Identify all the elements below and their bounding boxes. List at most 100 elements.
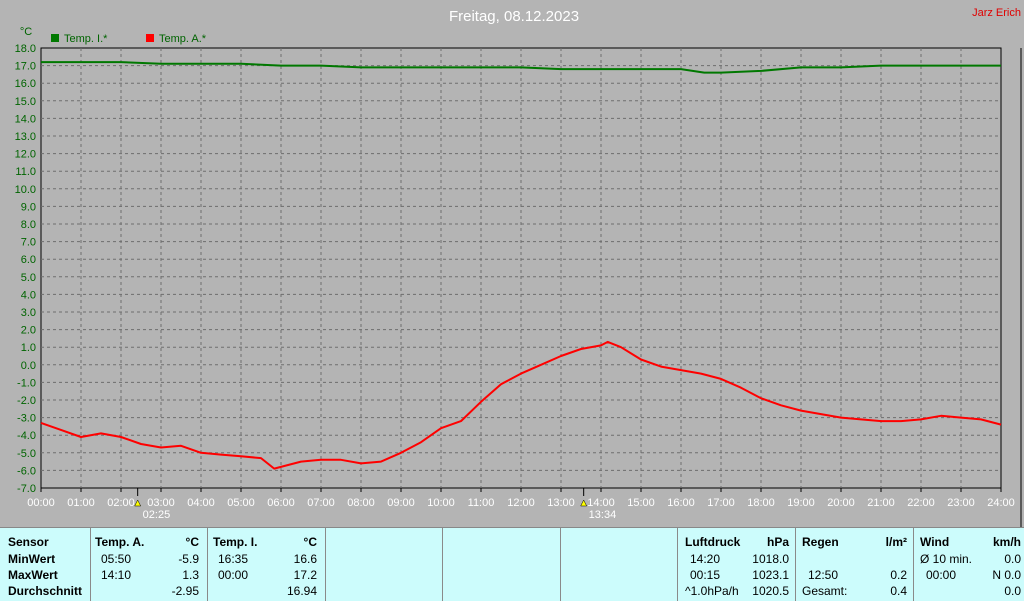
y-tick-label: 8.0: [21, 219, 36, 231]
y-axis-ticks: 18.0 17.0 16.0 15.0 14.0 13.0 12.0 11.0 10.0 9.0 8…: [15, 43, 36, 495]
x-tick-label: 04:00: [187, 497, 215, 509]
divider: [90, 528, 91, 601]
pressure-unit: hPa: [766, 535, 789, 549]
x-tick-label: 05:00: [227, 497, 255, 509]
divider: [560, 528, 561, 601]
divider: [913, 528, 914, 601]
y-tick-label: 4.0: [21, 289, 36, 301]
x-tick-label: 12:00: [507, 497, 535, 509]
x-tick-label: 23:00: [947, 497, 975, 509]
x-axis-ticks: 00:00 01:00 02:00 03:00 04:00 05:00 06:00 07:00…: [27, 488, 1015, 509]
wind-max-time: 00:00: [926, 568, 957, 582]
x-tick-label: 03:00: [147, 497, 175, 509]
temp-a-max: 1.3: [182, 568, 199, 582]
legend-swatch-temp-i: [51, 34, 59, 42]
y-tick-label: -5.0: [17, 448, 36, 460]
series-line-temp-i: [41, 61, 1001, 74]
wind-min-label: Ø 10 min.: [920, 552, 973, 566]
x-tick-label: 02:00: [107, 497, 135, 509]
legend: Temp. I.* Temp. A.*: [51, 33, 207, 45]
y-tick-label: 13.0: [15, 131, 36, 143]
divider: [325, 528, 326, 601]
pressure-min: 1018.0: [752, 552, 789, 566]
y-tick-label: 16.0: [15, 78, 36, 90]
temp-a-header: Temp. A.: [95, 535, 145, 549]
divider: [207, 528, 208, 601]
divider: [677, 528, 678, 601]
legend-swatch-temp-a: [146, 34, 154, 42]
statistics-panel: Sensor MinWert MaxWert Durchschnitt Temp…: [0, 527, 1024, 601]
temp-a-avg: -2.95: [171, 584, 199, 598]
y-tick-label: 3.0: [21, 307, 36, 319]
x-tick-label: 06:00: [267, 497, 295, 509]
y-tick-label: 17.0: [15, 61, 36, 73]
rain-total: 0.4: [890, 584, 907, 598]
row-label-min: MinWert: [8, 552, 56, 566]
sensor-header: Sensor: [8, 535, 49, 549]
temp-a-min: -5.9: [178, 552, 199, 566]
sun-markers: 02:25 13:34: [134, 488, 616, 521]
temp-a-min-time: 05:50: [101, 552, 132, 566]
y-tick-label: 5.0: [21, 272, 36, 284]
x-tick-label: 18:00: [747, 497, 775, 509]
rain-header: Regen: [802, 535, 839, 549]
sun-marker-label: 02:25: [143, 509, 171, 521]
y-tick-label: -7.0: [17, 483, 36, 495]
x-tick-label: 01:00: [67, 497, 95, 509]
x-tick-label: 19:00: [787, 497, 815, 509]
wind-header: Wind: [920, 535, 950, 549]
y-tick-label: -6.0: [17, 465, 36, 477]
y-tick-label: 2.0: [21, 325, 36, 337]
x-tick-label: 16:00: [667, 497, 695, 509]
x-tick-label: 24:00: [987, 497, 1015, 509]
y-tick-label: 12.0: [15, 149, 36, 161]
y-tick-label: -3.0: [17, 413, 36, 425]
x-tick-label: 22:00: [907, 497, 935, 509]
temp-i-header: Temp. I.: [213, 535, 258, 549]
temp-i-max: 17.2: [293, 568, 317, 582]
divider: [795, 528, 796, 601]
x-tick-label: 07:00: [307, 497, 335, 509]
x-tick-label: 09:00: [387, 497, 415, 509]
temp-i-max-time: 00:00: [218, 568, 249, 582]
y-tick-label: -2.0: [17, 395, 36, 407]
temp-i-avg: 16.94: [286, 584, 317, 598]
grid: [41, 48, 1001, 488]
rain-max: 0.2: [890, 568, 907, 582]
y-tick-label: -4.0: [17, 430, 36, 442]
y-tick-label: -1.0: [17, 377, 36, 389]
pressure-avg: 1020.5: [752, 584, 789, 598]
series-line-temp-a: [40, 340, 1002, 470]
wind-avg: 0.0: [1004, 584, 1021, 598]
row-label-avg: Durchschnitt: [8, 584, 83, 598]
temp-i-min-time: 16:35: [218, 552, 249, 566]
temp-a-max-time: 14:10: [101, 568, 132, 582]
y-tick-label: 15.0: [15, 96, 36, 108]
series-lines: [40, 61, 1002, 470]
temp-a-unit: °C: [185, 535, 199, 549]
author-label: Jarz Erich: [972, 7, 1021, 19]
row-label-max: MaxWert: [8, 568, 58, 582]
chart-title: Freitag, 08.12.2023: [449, 8, 579, 25]
wind-unit: km/h: [992, 535, 1021, 549]
x-tick-label: 10:00: [427, 497, 455, 509]
y-unit-label: °C: [20, 26, 32, 38]
y-tick-label: 10.0: [15, 184, 36, 196]
y-tick-label: 6.0: [21, 254, 36, 266]
x-tick-label: 11:00: [468, 497, 495, 509]
y-tick-label: 18.0: [15, 43, 36, 55]
y-tick-label: 7.0: [21, 237, 36, 249]
legend-label-temp-i: Temp. I.*: [64, 33, 108, 45]
x-tick-label: 15:00: [627, 497, 655, 509]
rain-total-label: Gesamt:: [802, 584, 848, 598]
x-tick-label: 00:00: [27, 497, 55, 509]
x-tick-label: 21:00: [867, 497, 895, 509]
x-tick-label: 14:00: [587, 497, 615, 509]
wind-max: N 0.0: [992, 568, 1021, 582]
wind-min: 0.0: [1004, 552, 1021, 566]
pressure-max-time: 00:15: [690, 568, 721, 582]
rain-max-time: 12:50: [808, 568, 839, 582]
temp-i-min: 16.6: [293, 552, 317, 566]
pressure-header: Luftdruck: [685, 535, 741, 549]
y-tick-label: 1.0: [21, 342, 36, 354]
